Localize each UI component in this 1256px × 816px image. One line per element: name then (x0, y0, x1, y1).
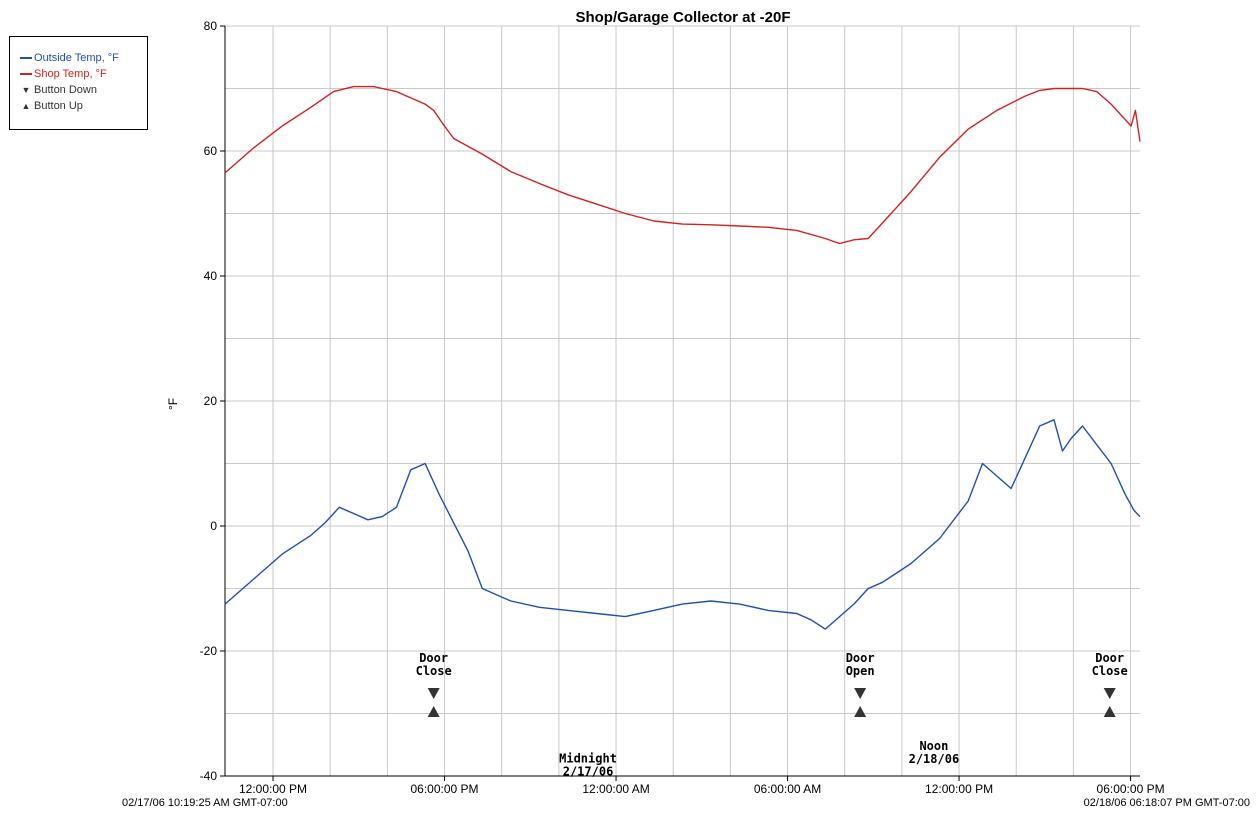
legend-swatch-blue (20, 57, 32, 59)
annotation-line: 2/18/06 (909, 752, 960, 766)
legend: Outside Temp, °F Shop Temp, °F ▼ Button … (9, 36, 148, 130)
triangle-down-icon: ▼ (21, 85, 31, 95)
marker-label: Open (846, 664, 875, 678)
y-tick-label: 40 (204, 269, 218, 283)
button-up-icon (1103, 706, 1116, 717)
marker-label: Close (1092, 664, 1128, 678)
button-down-icon (1103, 688, 1116, 699)
annotation-line: Midnight (559, 751, 617, 765)
y-axis-label: °F (166, 398, 180, 410)
x-tick-label: 06:00:00 PM (411, 782, 479, 796)
legend-label: Shop Temp, °F (34, 68, 107, 80)
y-tick-label: 80 (204, 19, 218, 33)
button-down-icon (427, 688, 440, 699)
marker-label: Close (416, 664, 452, 678)
y-tick-label: 20 (204, 394, 218, 408)
marker-label: Door (1095, 651, 1124, 665)
y-tick-label: 60 (204, 144, 218, 158)
x-tick-label: 12:00:00 AM (582, 782, 649, 796)
x-tick-label: 06:00:00 PM (1097, 782, 1165, 796)
y-tick-label: -20 (200, 644, 218, 658)
series-layer (224, 85, 1141, 630)
button-up-icon (854, 706, 867, 717)
chart-title: Shop/Garage Collector at -20F (575, 9, 790, 26)
button-up-icon (427, 706, 440, 717)
legend-label: Button Up (34, 100, 83, 112)
button-down-icon (854, 688, 867, 699)
marker-label: Door (419, 651, 448, 665)
legend-label: Outside Temp, °F (34, 52, 119, 64)
legend-item-outside-temp: Outside Temp, °F (20, 50, 147, 66)
legend-item-shop-temp: Shop Temp, °F (20, 66, 147, 82)
annotation-line: 2/17/06 (563, 764, 614, 778)
x-axis: 12:00:00 PM 06:00:00 PM 12:00:00 AM 06:00:0… (225, 775, 1165, 796)
y-axis: -40 -20 0 20 40 60 80 (200, 19, 226, 783)
x-tick-label: 06:00:00 AM (754, 782, 821, 796)
triangle-up-icon: ▲ (21, 101, 31, 111)
x-tick-label: 12:00:00 PM (239, 782, 307, 796)
grid (225, 25, 1140, 776)
annotation-line: Noon (919, 739, 948, 753)
series-line-shop-temp-f (224, 85, 1141, 245)
x-tick-label: 12:00:00 PM (925, 782, 993, 796)
start-timestamp: 02/17/06 10:19:25 AM GMT-07:00 (122, 797, 288, 809)
legend-item-button-down: ▼ Button Down (20, 82, 147, 98)
legend-item-button-up: ▲ Button Up (20, 98, 147, 114)
y-tick-label: -40 (200, 769, 218, 783)
legend-swatch-red (20, 73, 32, 75)
y-tick-label: 0 (210, 519, 217, 533)
legend-label: Button Down (34, 84, 97, 96)
series-line-outside-temp-f (224, 419, 1141, 630)
end-timestamp: 02/18/06 06:18:07 PM GMT-07:00 (1084, 797, 1250, 809)
marker-label: Door (846, 651, 875, 665)
